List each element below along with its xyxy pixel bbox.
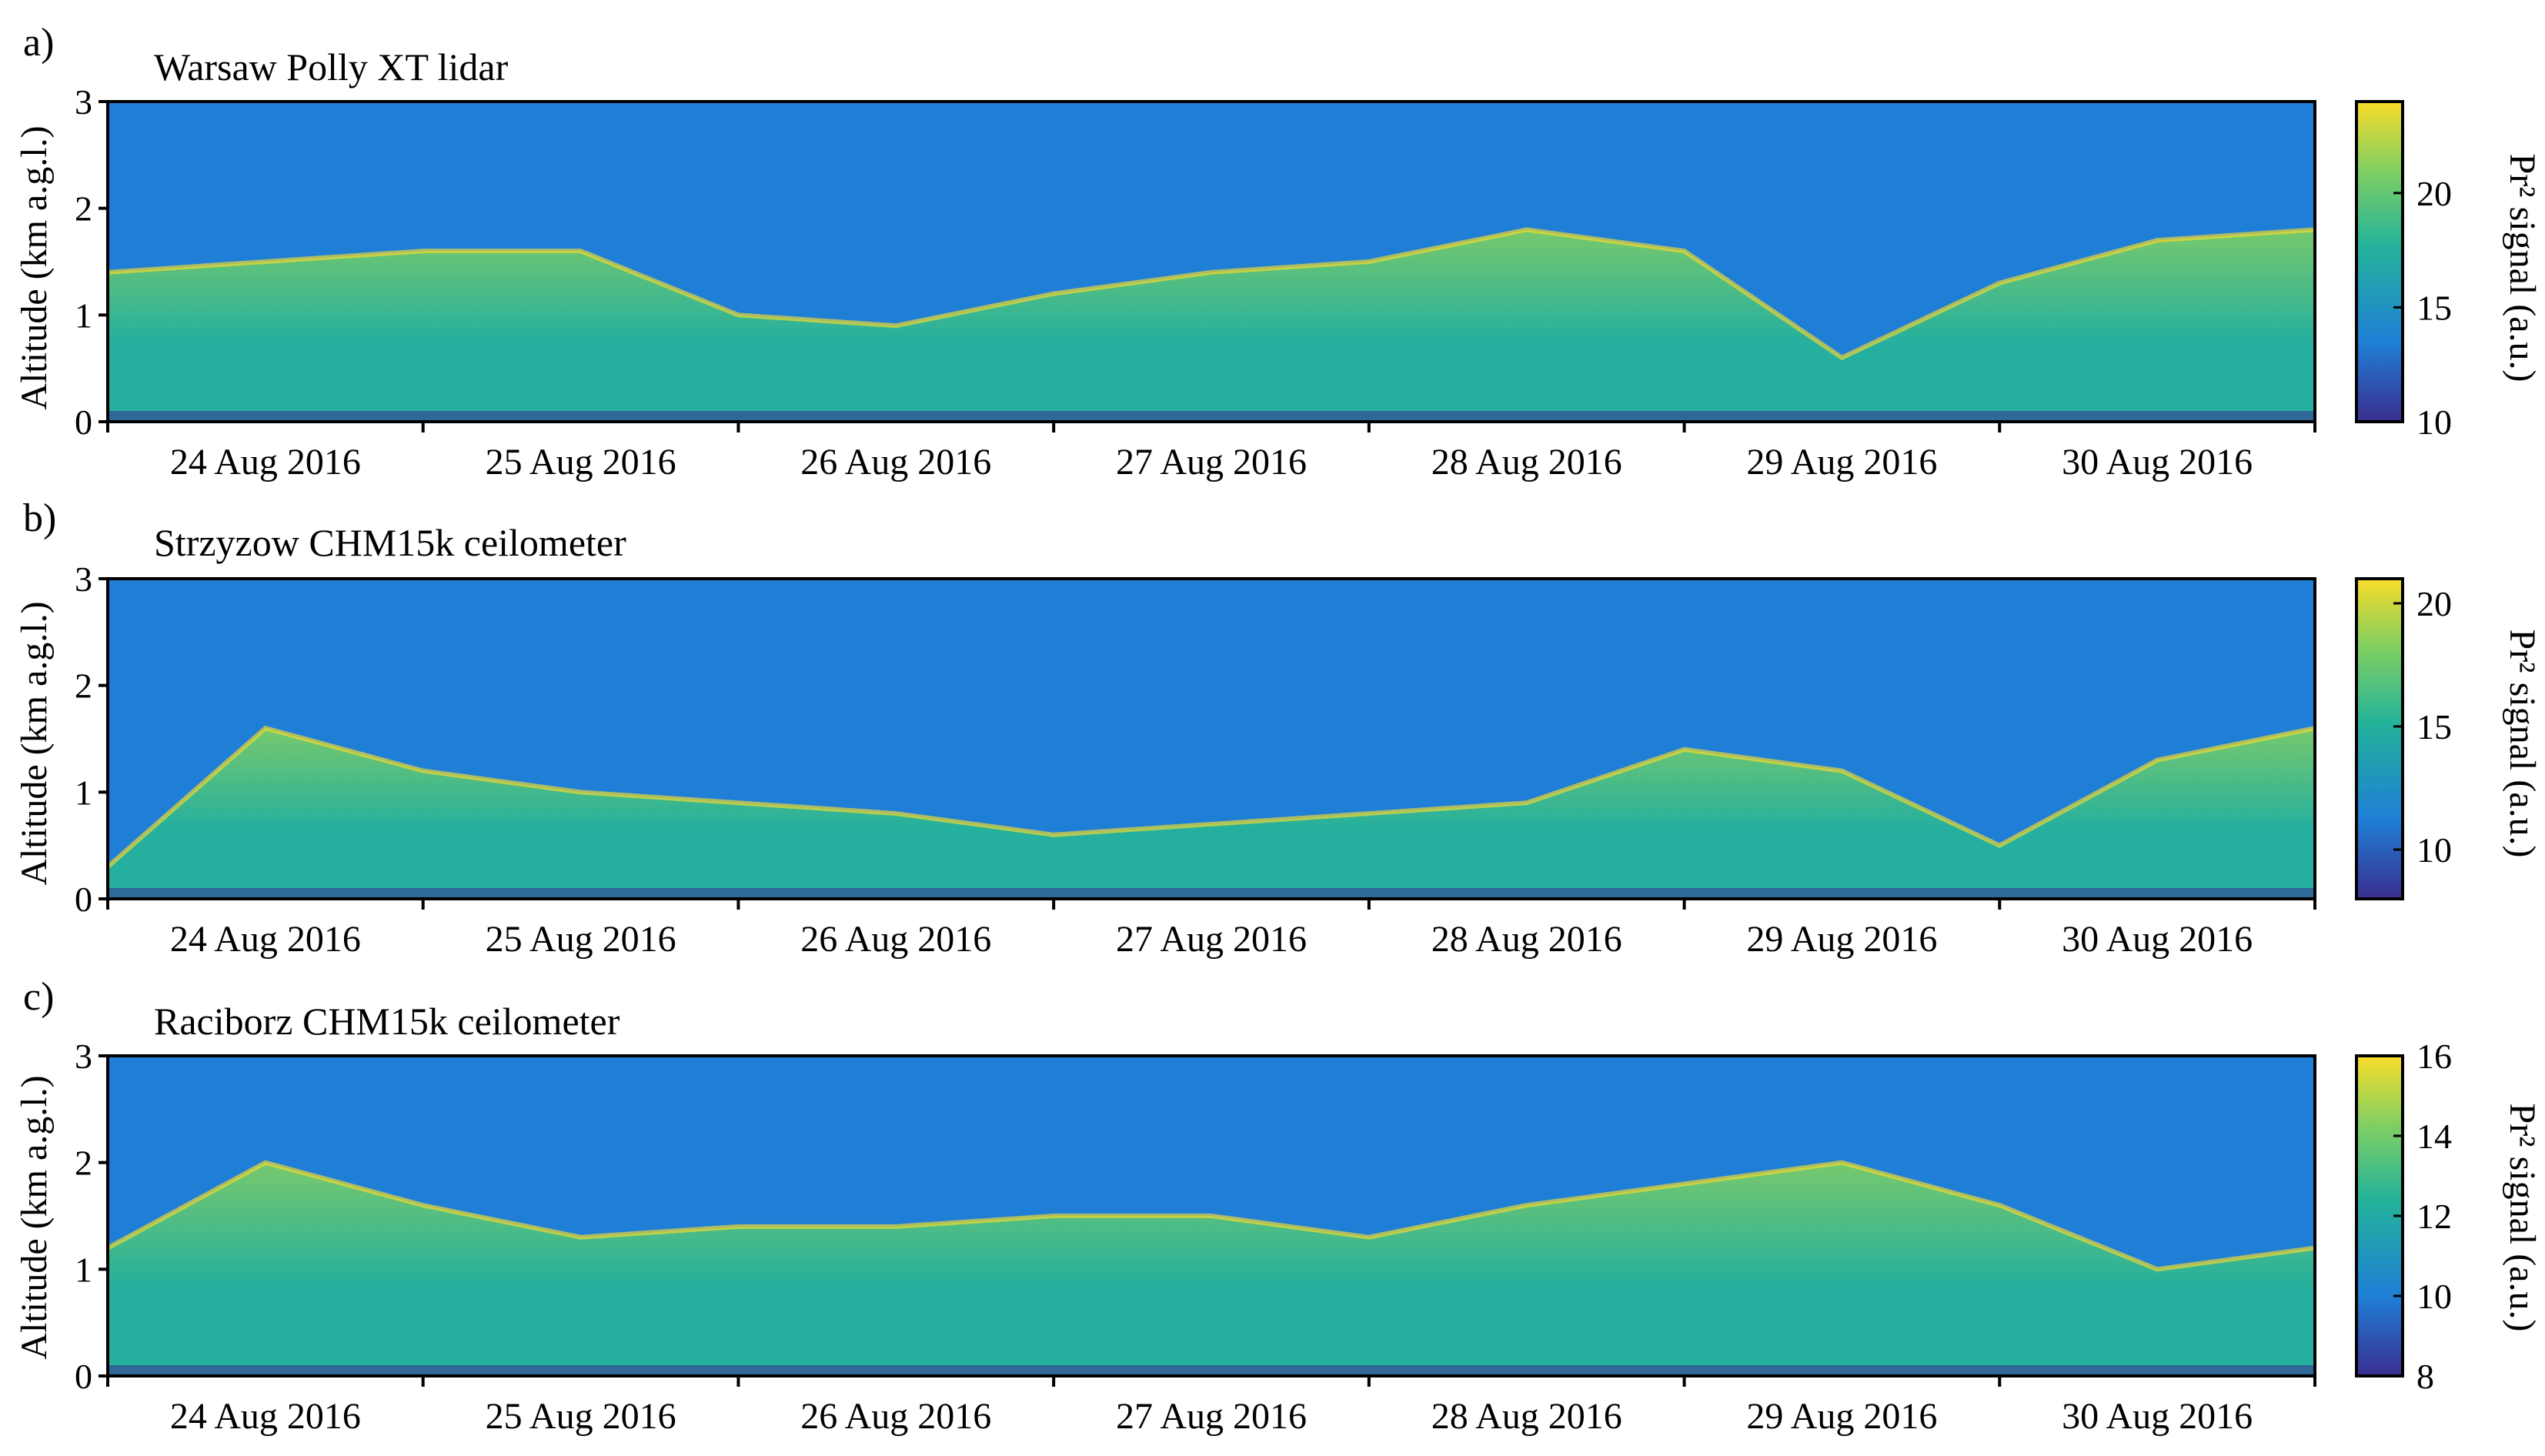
colorbar-gradient [2355, 577, 2404, 900]
heatmap-plot: 0 1 2 3 24 Aug 2016 25 Aug 2016 26 Aug 2016 27 … [75, 559, 2316, 960]
x-tick-label: 26 Aug 2016 [800, 919, 991, 960]
boundary-layer-area [108, 229, 2315, 422]
x-tick-label: 28 Aug 2016 [1431, 1396, 1622, 1437]
ground-band [108, 1365, 2315, 1376]
heatmap-plot: 0 1 2 3 24 Aug 2016 25 Aug 2016 26 Aug 2016 27 … [75, 1037, 2316, 1437]
y-tick-label: 1 [75, 296, 92, 335]
boundary-layer-area [108, 1162, 2315, 1376]
x-tick-label: 28 Aug 2016 [1431, 442, 1622, 483]
colorbar: 10 15 20 [2355, 577, 2452, 900]
colorbar-gradient [2355, 100, 2404, 423]
y-tick-label: 2 [75, 666, 92, 706]
colorbar-tick-label: 10 [2416, 402, 2452, 442]
y-tick-label: 3 [75, 1037, 92, 1076]
x-tick-label: 29 Aug 2016 [1746, 1396, 1937, 1437]
colorbar-tick-label: 10 [2416, 830, 2452, 870]
colorbar-tick-label: 12 [2416, 1197, 2452, 1236]
x-tick-label: 26 Aug 2016 [800, 1396, 991, 1437]
colorbar-tick-label: 14 [2416, 1117, 2452, 1156]
x-tick-label: 25 Aug 2016 [486, 1396, 676, 1437]
boundary-layer-area [108, 728, 2315, 899]
x-tick-label: 24 Aug 2016 [170, 442, 361, 483]
panel-c: c) Raciborz CHM15k ceilometer Altitude (… [14, 975, 2543, 1437]
y-tick-label: 3 [75, 559, 92, 599]
x-tick-label: 24 Aug 2016 [170, 919, 361, 960]
x-tick-label: 30 Aug 2016 [2062, 442, 2253, 483]
x-tick-label: 24 Aug 2016 [170, 1396, 361, 1437]
chart-title: Warsaw Polly XT lidar [154, 45, 509, 88]
x-tick-label: 27 Aug 2016 [1116, 919, 1307, 960]
colorbar-tick-label: 15 [2416, 707, 2452, 746]
x-tick-label: 29 Aug 2016 [1746, 919, 1937, 960]
y-tick-label: 1 [75, 1250, 92, 1289]
y-tick-label: 2 [75, 1144, 92, 1183]
heatmap-plot: 0 1 2 3 24 Aug 2016 25 Aug 2016 26 Aug 2016 27 … [75, 82, 2316, 483]
colorbar-tick-label: 20 [2416, 174, 2452, 213]
y-axis-label: Altitude (km a.g.l.) [14, 601, 55, 885]
colorbar-tick-label: 20 [2416, 584, 2452, 623]
colorbar-tick-label: 10 [2416, 1277, 2452, 1316]
boundary-layer-top-line [106, 1160, 2316, 1272]
colorbar-label: Pr² signal (a.u.) [2502, 629, 2543, 858]
x-tick-label: 28 Aug 2016 [1431, 919, 1622, 960]
boundary-layer-top-line [107, 227, 2316, 361]
y-tick-label: 3 [75, 82, 92, 122]
plot-frame [106, 100, 2316, 423]
panel-a: a) Warsaw Polly XT lidar Altitude (km a.… [14, 21, 2543, 483]
colorbar-tick-label: 8 [2416, 1357, 2434, 1396]
x-tick-label: 29 Aug 2016 [1746, 442, 1937, 483]
y-tick-label: 1 [75, 773, 92, 812]
y-tick-label: 0 [75, 402, 92, 442]
x-tick-label: 25 Aug 2016 [486, 919, 676, 960]
colorbar: 10 15 20 [2355, 100, 2452, 442]
colorbar-label: Pr² signal (a.u.) [2502, 154, 2543, 382]
colorbar-tick-label: 15 [2416, 288, 2452, 327]
colorbar-label: Pr² signal (a.u.) [2502, 1104, 2543, 1332]
y-axis-label: Altitude (km a.g.l.) [14, 125, 55, 409]
x-tick-label: 27 Aug 2016 [1116, 442, 1307, 483]
panel-label: c) [23, 975, 54, 1019]
ground-band [108, 888, 2315, 899]
plot-frame [106, 577, 2316, 900]
colorbar: 8 10 12 14 16 [2355, 1037, 2452, 1396]
x-tick-label: 26 Aug 2016 [800, 442, 991, 483]
y-axis-label: Altitude (km a.g.l.) [14, 1075, 55, 1359]
boundary-layer-top-line [106, 725, 2316, 869]
x-tick-label: 25 Aug 2016 [486, 442, 676, 483]
y-tick-label: 0 [75, 1357, 92, 1396]
chart-title: Raciborz CHM15k ceilometer [154, 1000, 620, 1043]
plot-frame [106, 1054, 2316, 1378]
panel-label: b) [23, 496, 56, 540]
ground-band [108, 411, 2315, 422]
panel-label: a) [23, 21, 54, 65]
y-tick-label: 0 [75, 880, 92, 919]
colorbar-tick-label: 16 [2416, 1037, 2452, 1076]
x-tick-label: 27 Aug 2016 [1116, 1396, 1307, 1437]
chart-title: Strzyzow CHM15k ceilometer [154, 521, 626, 564]
y-tick-label: 2 [75, 189, 92, 229]
panel-b: b) Strzyzow CHM15k ceilometer Altitude (… [14, 496, 2543, 960]
x-tick-label: 30 Aug 2016 [2062, 1396, 2253, 1437]
x-tick-label: 30 Aug 2016 [2062, 919, 2253, 960]
